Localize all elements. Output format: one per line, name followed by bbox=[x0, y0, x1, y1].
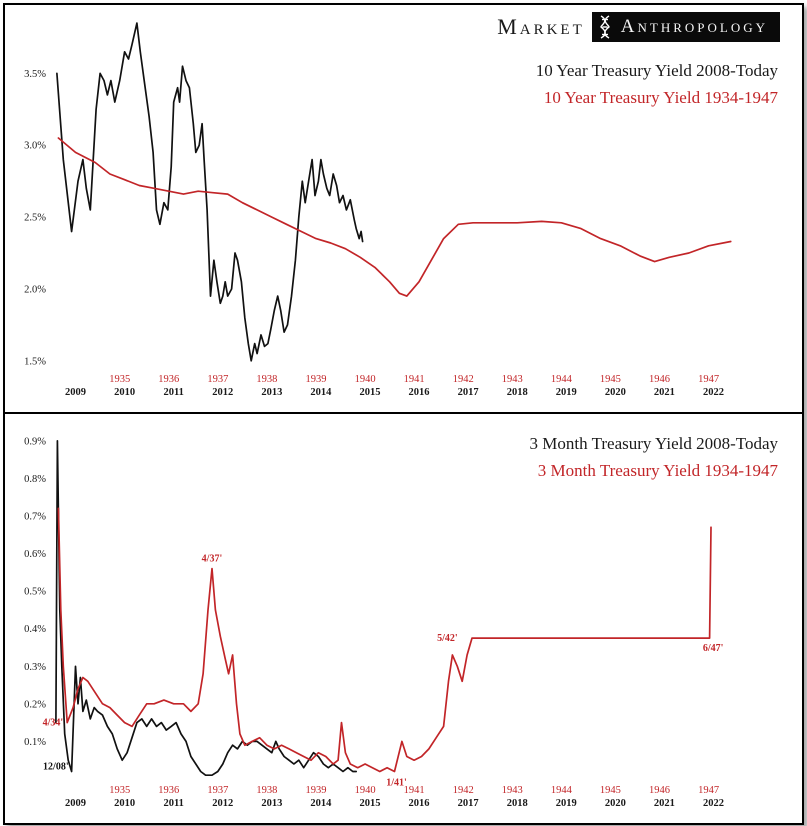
x-axis-black-year-label: 2018 bbox=[507, 387, 528, 398]
x-axis-black-year-label: 2013 bbox=[261, 387, 282, 398]
panel-3-month-chart: 3 Month Treasury Yield 2008-Today 3 Mont… bbox=[5, 412, 802, 823]
x-axis-red-year-label: 1940 bbox=[355, 785, 376, 796]
legend-10yr-black: 10 Year Treasury Yield 2008-Today bbox=[535, 61, 778, 80]
x-axis-black-year-label: 2020 bbox=[605, 387, 626, 398]
x-axis-red-year-label: 1946 bbox=[649, 785, 670, 796]
x-axis-red-year-label: 1935 bbox=[109, 374, 130, 385]
y-axis-tick-label: 3.0% bbox=[24, 141, 46, 152]
x-axis-red-year-label: 1937 bbox=[207, 374, 228, 385]
y-axis-tick-label: 0.1% bbox=[24, 737, 46, 748]
x-axis-black-year-label: 2016 bbox=[409, 387, 430, 398]
legend-10-year: 10 Year Treasury Yield 2008-Today 10 Yea… bbox=[536, 57, 778, 111]
x-axis-black-year-label: 2014 bbox=[310, 798, 332, 809]
annotation-141: 1/41' bbox=[386, 777, 407, 788]
chart-3-month-svg: 0.9% 0.8% 0.7% 0.6% 0.5% 0.4% 0.3% 0.2% 0.1% 1935… bbox=[24, 436, 724, 809]
x-axis-black-year-label: 2018 bbox=[507, 798, 528, 809]
series-10yr-1934-1947 bbox=[57, 137, 732, 297]
x-axis-black-year-label: 2017 bbox=[458, 798, 479, 809]
x-axis-red-year-label: 1943 bbox=[502, 374, 523, 385]
x-axis-black-year-label: 2014 bbox=[310, 387, 332, 398]
x-axis-black-year-label: 2015 bbox=[359, 387, 380, 398]
y-axis-tick-label: 1.5% bbox=[24, 356, 46, 367]
x-axis-red-year-label: 1939 bbox=[305, 785, 326, 796]
y-axis-tick-label: 0.4% bbox=[24, 624, 46, 635]
legend-10yr-red: 10 Year Treasury Yield 1934-1947 bbox=[543, 88, 778, 107]
x-axis-red-year-label: 1936 bbox=[158, 374, 179, 385]
x-axis-red-year-label: 1941 bbox=[404, 785, 425, 796]
x-axis-black-year-label: 2022 bbox=[703, 387, 724, 398]
logo-market-text: Market bbox=[497, 14, 585, 39]
y-axis-tick-label: 0.6% bbox=[24, 549, 46, 560]
x-axis-red-year-label: 1940 bbox=[355, 374, 376, 385]
series-3mo-2008-today bbox=[55, 439, 358, 777]
x-axis-black-year-label: 2015 bbox=[359, 798, 380, 809]
legend-3-month: 3 Month Treasury Yield 2008-Today 3 Mont… bbox=[530, 430, 778, 484]
x-axis-red-year-label: 1941 bbox=[404, 374, 425, 385]
series-3mo-1934-1947 bbox=[57, 507, 712, 773]
y-axis-tick-label: 3.5% bbox=[24, 69, 46, 80]
x-axis-red-year-label: 1942 bbox=[453, 785, 474, 796]
y-axis-tick-label: 0.7% bbox=[24, 511, 46, 522]
series-10yr-2008-today bbox=[56, 22, 364, 362]
x-axis-red-year-label: 1937 bbox=[207, 785, 228, 796]
x-axis-black-year-label: 2011 bbox=[163, 798, 183, 809]
x-axis-red-year-label: 1935 bbox=[109, 785, 130, 796]
annotation-437: 4/37' bbox=[202, 554, 223, 565]
x-axis-red-year-label: 1944 bbox=[551, 374, 573, 385]
x-axis-black-year-label: 2019 bbox=[556, 387, 577, 398]
x-axis-red-year-label: 1942 bbox=[453, 374, 474, 385]
legend-3mo-black: 3 Month Treasury Yield 2008-Today bbox=[529, 434, 778, 453]
x-axis-black-year-label: 2016 bbox=[409, 798, 430, 809]
x-axis-black-year-label: 2012 bbox=[212, 798, 233, 809]
x-axis-black-year-label: 2011 bbox=[163, 387, 183, 398]
y-axis-tick-label: 0.8% bbox=[24, 474, 46, 485]
annotation-647: 6/47' bbox=[703, 643, 724, 654]
x-axis-black-year-label: 2010 bbox=[114, 387, 135, 398]
chart-10-year-svg: 3.5% 3.0% 2.5% 2.0% 1.5% 1935 1936 1937 1938 1939… bbox=[24, 22, 732, 398]
x-axis-red-year-label: 1947 bbox=[698, 374, 719, 385]
x-axis-red-year-label: 1939 bbox=[305, 374, 326, 385]
logo-anthropology-text: Anthropology bbox=[617, 12, 780, 42]
x-axis-black-year-label: 2017 bbox=[458, 387, 479, 398]
y-axis-tick-label: 0.2% bbox=[24, 699, 46, 710]
x-axis-black-year-label: 2010 bbox=[114, 798, 135, 809]
x-axis-black-year-label: 2009 bbox=[65, 798, 86, 809]
logo: Market Anthropology bbox=[497, 12, 780, 42]
y-axis-tick-label: 0.5% bbox=[24, 587, 46, 598]
annotation-542: 5/42' bbox=[437, 633, 458, 644]
y-axis-tick-label: 0.3% bbox=[24, 662, 46, 673]
x-axis-black-year-label: 2021 bbox=[654, 387, 675, 398]
dna-icon bbox=[591, 12, 618, 42]
chart-image-frame: Market Anthropology 10 Year Treasury Yie… bbox=[3, 3, 804, 825]
annotation-434: 4/34' bbox=[43, 718, 64, 729]
legend-3mo-red: 3 Month Treasury Yield 1934-1947 bbox=[537, 461, 778, 480]
x-axis-red-year-label: 1947 bbox=[698, 785, 719, 796]
x-axis-red-year-label: 1936 bbox=[158, 785, 179, 796]
x-axis-black-year-label: 2019 bbox=[556, 798, 577, 809]
x-axis-black-year-label: 2021 bbox=[654, 798, 675, 809]
x-axis-red-year-label: 1938 bbox=[256, 785, 277, 796]
x-axis-red-year-label: 1938 bbox=[256, 374, 277, 385]
x-axis-black-year-label: 2022 bbox=[703, 798, 724, 809]
x-axis-black-year-label: 2013 bbox=[261, 798, 282, 809]
x-axis-red-year-label: 1945 bbox=[600, 785, 621, 796]
x-axis-black-year-label: 2009 bbox=[65, 387, 86, 398]
x-axis-red-year-label: 1945 bbox=[600, 374, 621, 385]
annotation-1208: 12/08' bbox=[43, 761, 69, 772]
y-axis-tick-label: 0.9% bbox=[24, 436, 46, 447]
x-axis-black-year-label: 2012 bbox=[212, 387, 233, 398]
panel-10-year-chart: Market Anthropology 10 Year Treasury Yie… bbox=[5, 5, 802, 412]
y-axis-tick-label: 2.5% bbox=[24, 213, 46, 224]
x-axis-black-year-label: 2020 bbox=[605, 798, 626, 809]
x-axis-red-year-label: 1943 bbox=[502, 785, 523, 796]
y-axis-tick-label: 2.0% bbox=[24, 284, 46, 295]
x-axis-red-year-label: 1946 bbox=[649, 374, 670, 385]
x-axis-red-year-label: 1944 bbox=[551, 785, 573, 796]
